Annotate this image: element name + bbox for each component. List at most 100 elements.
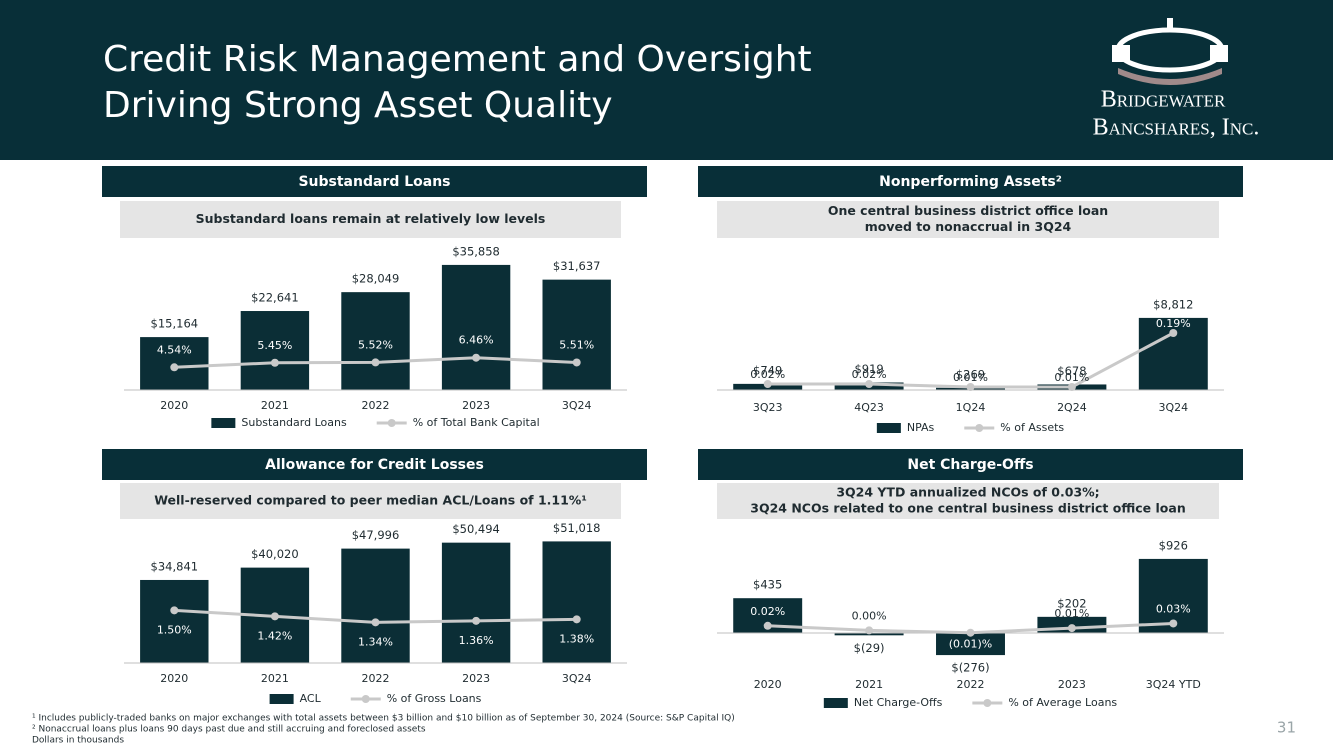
legend-label: % of Assets (1000, 421, 1064, 434)
panel-subtitle: 3Q24 YTD annualized NCOs of 0.03%; (836, 485, 1099, 500)
bar-value-label: $31,637 (553, 259, 601, 273)
bar (341, 292, 410, 390)
line-value-label: 0.02% (750, 605, 785, 618)
legend-swatch (387, 419, 396, 427)
line-point (966, 628, 975, 637)
line-point (763, 380, 772, 388)
line-point (472, 616, 481, 625)
logo-text: Bancshares, Inc. (1093, 115, 1260, 141)
panel-header (698, 166, 1243, 197)
line-point (865, 380, 874, 388)
bar-value-label: $435 (753, 578, 782, 592)
bar-value-label: $(276) (951, 661, 989, 675)
x-tick-label: 2021 (855, 678, 883, 691)
subtitle-box (120, 483, 621, 519)
panel-title: Substandard Loans (298, 174, 450, 190)
x-tick-label: 2020 (160, 399, 188, 412)
line-point (1169, 619, 1178, 628)
panel-title: Net Charge-Offs (907, 457, 1033, 473)
line-point (371, 358, 380, 367)
legend-swatch (983, 699, 992, 707)
legend-label: ACL (300, 692, 322, 705)
line-value-label: 5.45% (257, 339, 292, 352)
x-tick-label: 2Q24 (1057, 401, 1087, 414)
bar-value-label: $749 (753, 363, 782, 377)
panel-subtitle: moved to nonaccrual in 3Q24 (865, 219, 1072, 234)
legend-label: % of Total Bank Capital (413, 416, 540, 429)
x-tick-label: 2022 (957, 678, 985, 691)
bar-value-label: $47,996 (352, 528, 400, 542)
x-tick-label: 2021 (261, 399, 289, 412)
x-tick-label: 3Q23 (753, 401, 783, 414)
footnote: Dollars in thousands (32, 736, 124, 746)
panel-subtitle: 3Q24 NCOs related to one central busines… (750, 501, 1185, 516)
legend-swatch (211, 418, 236, 428)
line-value-label: 1.42% (257, 629, 292, 642)
x-tick-label: 2022 (362, 399, 390, 412)
bar (441, 542, 511, 663)
line-point (763, 621, 772, 630)
panel-header (698, 449, 1243, 480)
line-point (572, 615, 581, 624)
x-tick-label: 3Q24 YTD (1146, 678, 1201, 691)
panel-header (102, 449, 647, 480)
line-value-label: 1.36% (459, 634, 494, 647)
line-point (170, 606, 179, 615)
line-value-label: 0.01% (953, 371, 988, 384)
panel-header (102, 166, 647, 197)
x-tick-label: 2021 (261, 672, 289, 685)
panel-title: Nonperforming Assets² (879, 174, 1062, 190)
x-tick-label: 2020 (160, 672, 188, 685)
x-tick-label: 3Q24 (1158, 401, 1188, 414)
x-tick-label: 2023 (462, 399, 490, 412)
bar-value-label: $22,641 (251, 291, 299, 305)
legend-label: Net Charge-Offs (854, 696, 943, 709)
bar-value-label: $926 (1159, 538, 1188, 552)
legend-swatch (269, 694, 294, 704)
legend-swatch (876, 423, 901, 433)
legend-swatch (361, 695, 370, 703)
logo-text: Bridgewater (1101, 87, 1226, 113)
line-value-label: 6.46% (459, 334, 494, 347)
line-point (270, 358, 279, 367)
bar-value-label: $8,812 (1153, 297, 1193, 311)
bar-value-label: $919 (854, 362, 883, 376)
line-value-label: 0.19% (1156, 317, 1191, 330)
bar-value-label: $50,494 (452, 522, 500, 536)
bar-value-label: $202 (1057, 596, 1086, 610)
bar-value-label: $40,020 (251, 547, 299, 561)
panel-subtitle: One central business district office loa… (828, 203, 1108, 218)
x-tick-label: 2020 (754, 678, 782, 691)
title-line: Credit Risk Management and Oversight (103, 39, 812, 80)
subtitle-box (717, 483, 1219, 519)
legend-label: % of Average Loans (1008, 696, 1117, 709)
bar-value-label: $(29) (854, 641, 885, 655)
legend-swatch (823, 698, 848, 708)
bar-value-label: $15,164 (151, 317, 199, 331)
bar (542, 541, 611, 663)
bar-value-label: $28,049 (352, 272, 400, 286)
bar (341, 548, 410, 663)
line-value-label: 0.00% (852, 609, 887, 622)
header-band (0, 0, 1333, 160)
bar (140, 579, 209, 663)
bar (936, 633, 1005, 656)
legend-label: Substandard Loans (241, 416, 347, 429)
line-value-label: 0.02% (852, 368, 887, 381)
footnote: ¹ Includes publicly-traded banks on majo… (32, 714, 735, 724)
subtitle-box (717, 201, 1219, 238)
panel-subtitle: Well-reserved compared to peer median AC… (154, 493, 587, 508)
legend-swatch (975, 424, 984, 432)
line-point (1067, 383, 1076, 391)
line-value-label: 0.03% (1156, 602, 1191, 615)
x-tick-label: 3Q24 (562, 399, 592, 412)
page-number: 31 (1277, 719, 1296, 737)
line-value-label: 1.38% (559, 632, 594, 645)
line-value-label: 5.51% (559, 338, 594, 351)
line-value-label: 0.02% (750, 368, 785, 381)
bar-value-label: $269 (956, 367, 985, 381)
logo-emblem (1112, 18, 1228, 85)
title-line: Driving Strong Asset Quality (103, 85, 613, 126)
line-point (170, 363, 179, 372)
line-point (1169, 329, 1178, 337)
